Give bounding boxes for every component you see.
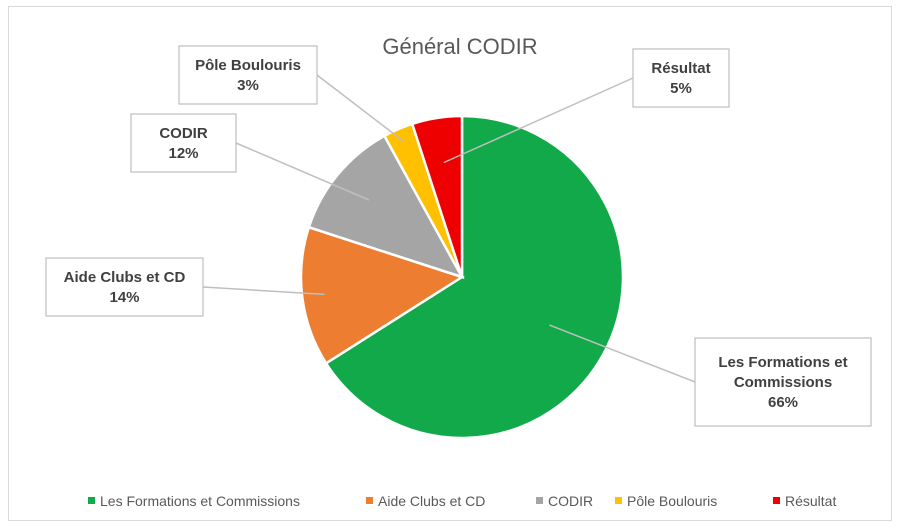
data-label-les-formations-et-commissions: Les Formations et Commissions 66% <box>694 337 872 427</box>
leader-line-les-formations-et-commissions <box>549 324 696 383</box>
legend-label: Pôle Boulouris <box>627 493 717 509</box>
leader-line-aide-clubs-et-cd <box>202 286 325 296</box>
data-label-pole-boulouris: Pôle Boulouris 3% <box>178 45 318 105</box>
data-label-value: 12% <box>168 145 198 162</box>
legend-swatch <box>536 497 543 504</box>
data-label-resultat: Résultat 5% <box>632 48 730 108</box>
data-label-aide-clubs-et-cd: Aide Clubs et CD 14% <box>45 257 204 317</box>
data-label-value: 66% <box>768 394 798 411</box>
leader-lines <box>202 74 696 383</box>
data-labels: Les Formations et Commissions 66% Aide Club… <box>45 45 872 427</box>
legend-item-resultat: Résultat <box>773 493 836 509</box>
pie-slices <box>299 114 625 440</box>
data-label-name: CODIR <box>159 125 208 142</box>
legend-item-les-formations-et-commissions: Les Formations et Commissions <box>88 493 300 509</box>
chart-title: Général CODIR <box>382 34 537 59</box>
legend-label: Aide Clubs et CD <box>378 493 485 509</box>
data-label-name: Aide Clubs et CD <box>64 269 186 286</box>
legend-item-aide-clubs-et-cd: Aide Clubs et CD <box>366 493 485 509</box>
data-label-box <box>178 45 318 105</box>
legend: Les Formations et Commissions Aide Clubs … <box>88 493 836 509</box>
legend-swatch <box>88 497 95 504</box>
data-label-box <box>694 337 872 427</box>
leader-line-pole-boulouris <box>316 74 404 142</box>
data-label-name: Pôle Boulouris <box>195 57 301 74</box>
pie-slice-aide-clubs-et-cd <box>299 225 465 365</box>
pie-slice-codir <box>307 134 465 280</box>
legend-item-codir: CODIR <box>536 493 593 509</box>
data-label-codir: CODIR 12% <box>130 113 237 173</box>
leader-line-codir <box>235 142 370 201</box>
pie-slice-les-formations-et-commissions <box>324 114 625 440</box>
data-label-value: 5% <box>670 80 692 97</box>
leader-line-resultat <box>443 77 634 164</box>
legend-item-pole-boulouris: Pôle Boulouris <box>615 493 717 509</box>
data-label-name: Les Formations et <box>718 354 847 371</box>
data-label-value: 3% <box>237 77 259 94</box>
data-label-box <box>632 48 730 108</box>
data-label-box <box>45 257 204 317</box>
legend-label: Les Formations et Commissions <box>100 493 300 509</box>
data-label-name: Résultat <box>651 60 710 77</box>
legend-swatch <box>773 497 780 504</box>
data-label-box <box>130 113 237 173</box>
pie-slice-resultat <box>410 114 464 278</box>
data-label-value: 14% <box>109 289 139 306</box>
legend-swatch <box>615 497 622 504</box>
legend-label: Résultat <box>785 493 836 509</box>
legend-label: CODIR <box>548 493 593 509</box>
legend-swatch <box>366 497 373 504</box>
data-label-name: Commissions <box>734 374 832 391</box>
